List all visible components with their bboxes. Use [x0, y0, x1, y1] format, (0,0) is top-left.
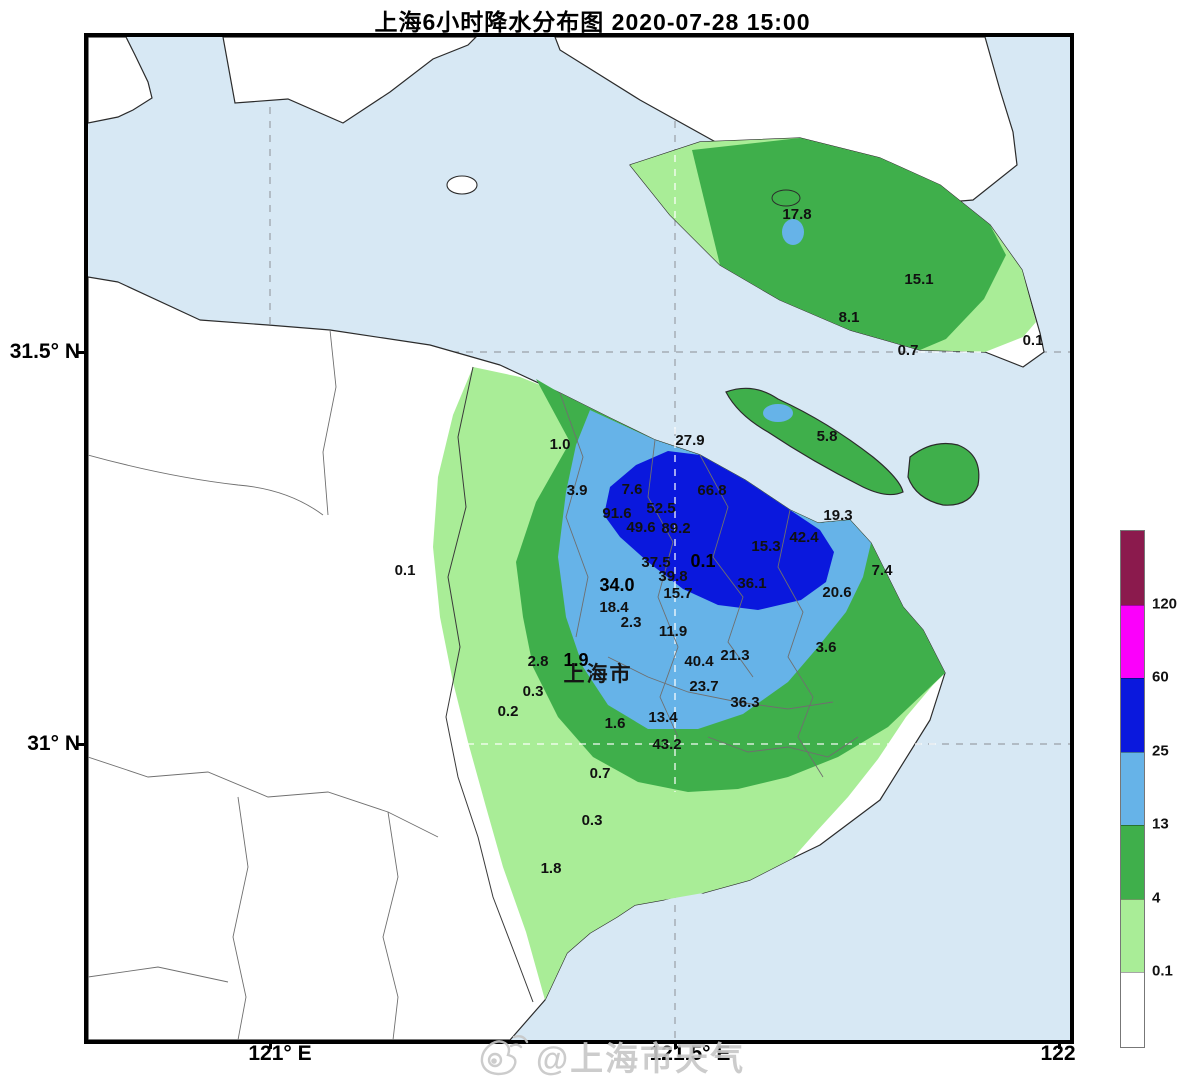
city-label: 上海市 — [564, 662, 633, 686]
x-tick-121-5e — [674, 1040, 677, 1049]
rain-area-dark-blue — [604, 451, 834, 610]
station-value: 0.7 — [898, 342, 919, 359]
legend-threshold-label: 0.1 — [1152, 962, 1173, 980]
station-value: 91.6 — [602, 505, 631, 522]
station-value: 37.5 — [641, 554, 670, 571]
changxing-blue-patch — [763, 404, 793, 422]
station-value: 0.1 — [690, 551, 715, 571]
station-value: 1.8 — [541, 860, 562, 877]
map-canvas: 17.8 15.1 8.1 0.7 0.1 5.8 27.9 1.0 3.9 7.6 66.8 91.… — [88, 37, 1070, 1040]
station-value: 40.4 — [684, 653, 714, 670]
y-axis-label-31-5n: 31.5° N — [9, 340, 80, 363]
station-value: 15.7 — [663, 585, 692, 602]
station-value: 5.8 — [817, 428, 838, 445]
station-value: 43.2 — [652, 736, 681, 753]
x-tick-122 — [1058, 1040, 1061, 1049]
station-value: 8.1 — [839, 309, 860, 326]
chongming-rain-green — [692, 138, 1006, 350]
chongming-green-patch — [771, 189, 801, 207]
legend-threshold-label: 120 — [1152, 595, 1178, 612]
station-value: 15.3 — [751, 538, 780, 555]
station-value: 34.0 — [599, 575, 634, 595]
district-boundaries — [88, 329, 859, 1040]
station-value: 36.1 — [737, 575, 766, 592]
station-value: 39.8 — [658, 568, 687, 585]
shanghai-west-boundary — [445, 366, 534, 1003]
northwest-land — [88, 37, 153, 124]
river-fork-land — [222, 37, 477, 124]
x-axis-label-122: 122 — [1040, 1042, 1076, 1065]
watermark: @上海市天气 — [478, 1032, 745, 1080]
station-value: 49.6 — [626, 519, 655, 536]
station-value: 0.3 — [582, 812, 603, 829]
station-value: 3.9 — [567, 482, 588, 499]
legend-threshold-label: 25 — [1152, 742, 1169, 759]
weibo-icon — [480, 1034, 529, 1076]
legend-threshold-label: 13 — [1152, 815, 1169, 833]
watermark-handle: @上海市天气 — [536, 1040, 746, 1077]
station-value: 1.0 — [550, 436, 571, 453]
station-value: 3.6 — [816, 639, 837, 656]
graticule-white — [453, 155, 1043, 792]
station-value: 66.8 — [697, 482, 726, 499]
y-axis-label-31n: 31° N — [27, 732, 80, 755]
station-value: 13.4 — [648, 709, 678, 726]
hengsha-island — [907, 442, 980, 506]
legend-color-bar — [1120, 530, 1145, 1048]
station-value: 27.9 — [675, 432, 704, 449]
station-value: 7.6 — [622, 481, 643, 498]
station-value: 0.2 — [498, 703, 519, 720]
legend-segment — [1121, 825, 1144, 899]
legend-segment — [1121, 531, 1144, 605]
station-value: 21.3 — [720, 647, 749, 664]
legend-threshold-label: 60 — [1152, 668, 1169, 686]
chongming-blue-patch — [782, 219, 804, 245]
x-axis-label-121-5e: 121.5° E — [649, 1042, 731, 1065]
station-value: 2.3 — [621, 614, 642, 631]
y-tick-31-5n — [78, 351, 88, 354]
page-title: 上海6小时降水分布图 2020-07-28 15:00 — [374, 9, 811, 35]
legend-segment — [1121, 898, 1144, 972]
legend-segment — [1121, 604, 1144, 678]
station-value: 0.1 — [395, 562, 416, 579]
legend-segment — [1121, 972, 1144, 1047]
station-value: 17.8 — [782, 206, 811, 223]
legend-segment — [1121, 678, 1144, 752]
station-value: 7.4 — [872, 562, 894, 579]
station-value: 0.7 — [590, 765, 611, 782]
map-frame: 17.8 15.1 8.1 0.7 0.1 5.8 27.9 1.0 3.9 7.6 66.8 91.… — [84, 33, 1074, 1044]
legend-segment — [1121, 751, 1144, 825]
station-value: 19.3 — [823, 507, 852, 524]
station-value: 23.7 — [689, 678, 718, 695]
station-value: 0.3 — [523, 683, 544, 700]
station-value: 36.3 — [730, 694, 759, 711]
x-tick-121e — [269, 1040, 272, 1049]
station-value: 0.1 — [1023, 332, 1044, 349]
legend-threshold-label: 4 — [1152, 889, 1161, 906]
station-value: 11.9 — [659, 623, 687, 640]
station-layer: 17.8 15.1 8.1 0.7 0.1 5.8 27.9 1.0 3.9 7.6 66.8 91.… — [395, 206, 1044, 877]
station-value: 52.5 — [646, 500, 675, 517]
x-axis-label-121e: 121° E — [248, 1042, 312, 1065]
station-value: 18.4 — [599, 599, 629, 616]
station-value: 15.1 — [904, 271, 933, 288]
station-value: 1.6 — [605, 715, 626, 732]
station-value: 2.8 — [528, 653, 549, 670]
river-islet — [446, 175, 478, 195]
station-value: 89.2 — [661, 520, 690, 537]
y-tick-31n — [78, 743, 88, 746]
station-value: 20.6 — [822, 584, 851, 601]
station-value: 1.9 — [563, 650, 588, 670]
station-value: 42.4 — [789, 529, 819, 546]
